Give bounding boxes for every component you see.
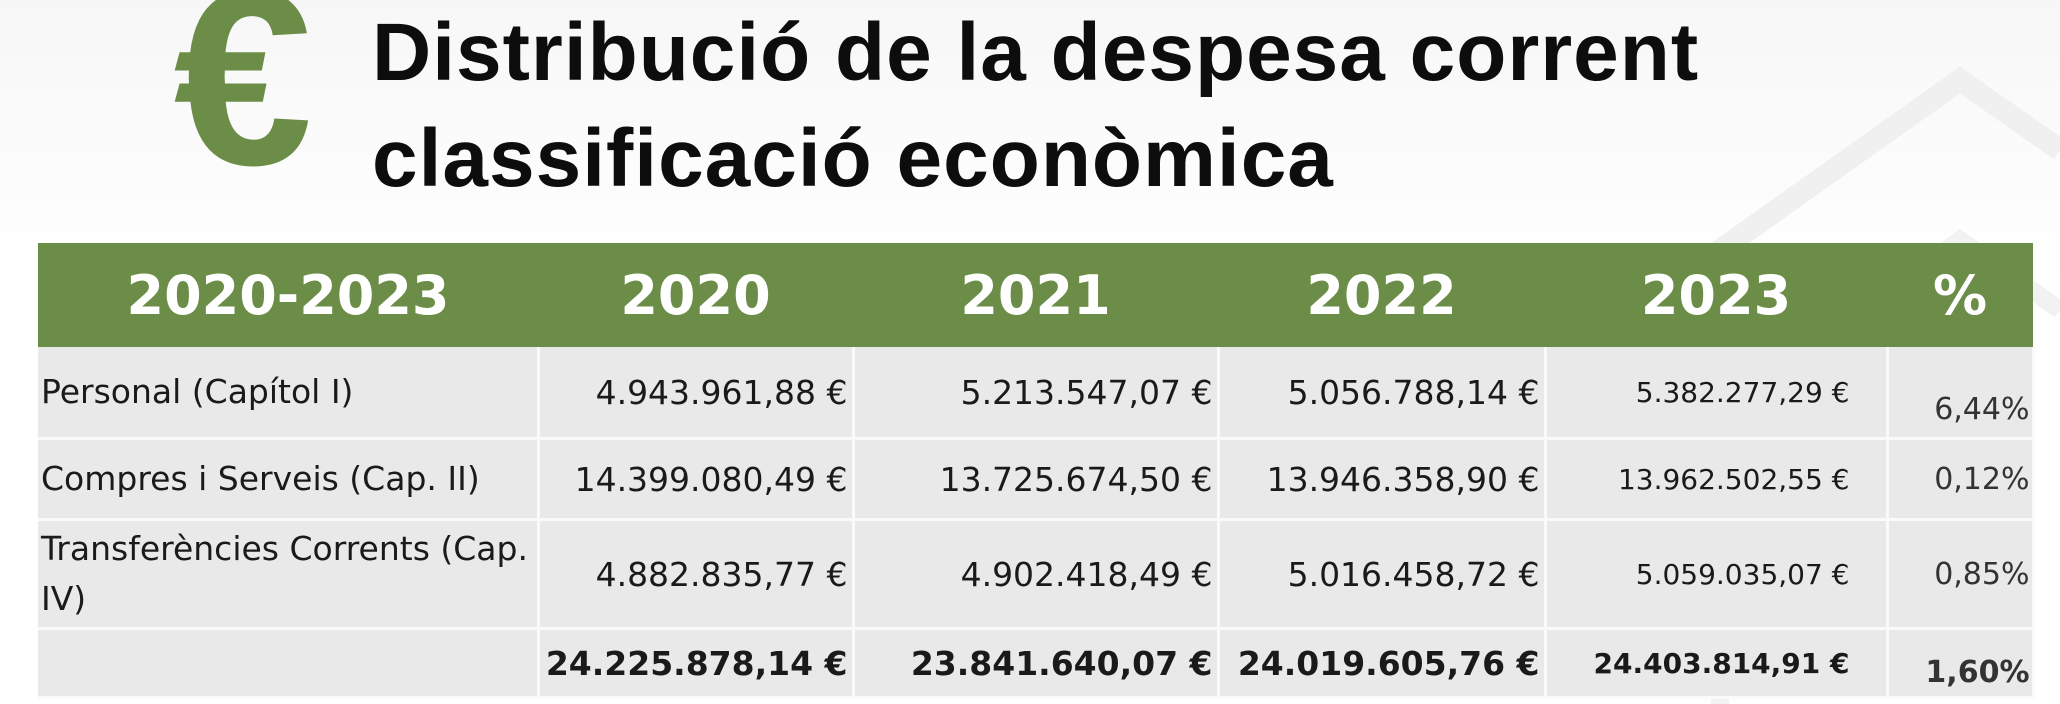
row-label: Personal (Capítol I)	[38, 347, 540, 440]
total-2022: 24.019.605,76 €	[1218, 628, 1547, 699]
header-percent: %	[1887, 243, 2033, 347]
row-label: Transferències Corrents (Cap. IV)	[38, 519, 540, 630]
cell-2020: 4.943.961,88 €	[538, 347, 855, 440]
cell-2021: 13.725.674,50 €	[853, 438, 1220, 521]
page-title-line-1: Distribució de la despesa corrent	[372, 7, 1700, 98]
table-row-compres-serveis: Compres i Serveis (Cap. II) 14.399.080,4…	[38, 438, 2035, 521]
header-period: 2020-2023	[38, 243, 538, 347]
expense-table: 2020-2023 2020 2021 2022 2023 % Personal…	[38, 243, 2035, 699]
cell-percent: 0,12%	[1887, 438, 2035, 521]
total-percent: 1,60%	[1887, 628, 2035, 699]
table-row-transferencies: Transferències Corrents (Cap. IV) 4.882.…	[38, 519, 2035, 630]
table-header-row: 2020-2023 2020 2021 2022 2023 %	[38, 243, 2033, 347]
total-2023: 24.403.814,91 €	[1545, 628, 1889, 699]
header-2020: 2020	[538, 243, 853, 347]
header-2021: 2021	[853, 243, 1218, 347]
euro-sign-icon: €	[173, 0, 313, 217]
cell-percent: 0,85%	[1887, 519, 2035, 630]
cell-2022: 5.056.788,14 €	[1218, 347, 1547, 440]
cell-percent: 6,44%	[1887, 347, 2035, 440]
cell-2023: 5.059.035,07 €	[1545, 519, 1889, 630]
cell-2021: 5.213.547,07 €	[853, 347, 1220, 440]
total-2021: 23.841.640,07 €	[853, 628, 1220, 699]
cell-2020: 14.399.080,49 €	[538, 438, 855, 521]
cell-2020: 4.882.835,77 €	[538, 519, 855, 630]
header-2023: 2023	[1545, 243, 1887, 347]
cell-2022: 5.016.458,72 €	[1218, 519, 1547, 630]
page-title: Distribució de la despesa corrent classi…	[372, 0, 1699, 212]
header-2022: 2022	[1218, 243, 1545, 347]
row-label: Compres i Serveis (Cap. II)	[38, 438, 540, 521]
cell-2023: 13.962.502,55 €	[1545, 438, 1889, 521]
page-title-line-2: classificació econòmica	[372, 113, 1334, 204]
table-row-total: 24.225.878,14 € 23.841.640,07 € 24.019.6…	[38, 628, 2035, 699]
row-label	[38, 628, 540, 699]
cell-2021: 4.902.418,49 €	[853, 519, 1220, 630]
cell-2022: 13.946.358,90 €	[1218, 438, 1547, 521]
total-2020: 24.225.878,14 €	[538, 628, 855, 699]
table-row-personal: Personal (Capítol I) 4.943.961,88 € 5.21…	[38, 347, 2035, 440]
cell-2023: 5.382.277,29 €	[1545, 347, 1889, 440]
